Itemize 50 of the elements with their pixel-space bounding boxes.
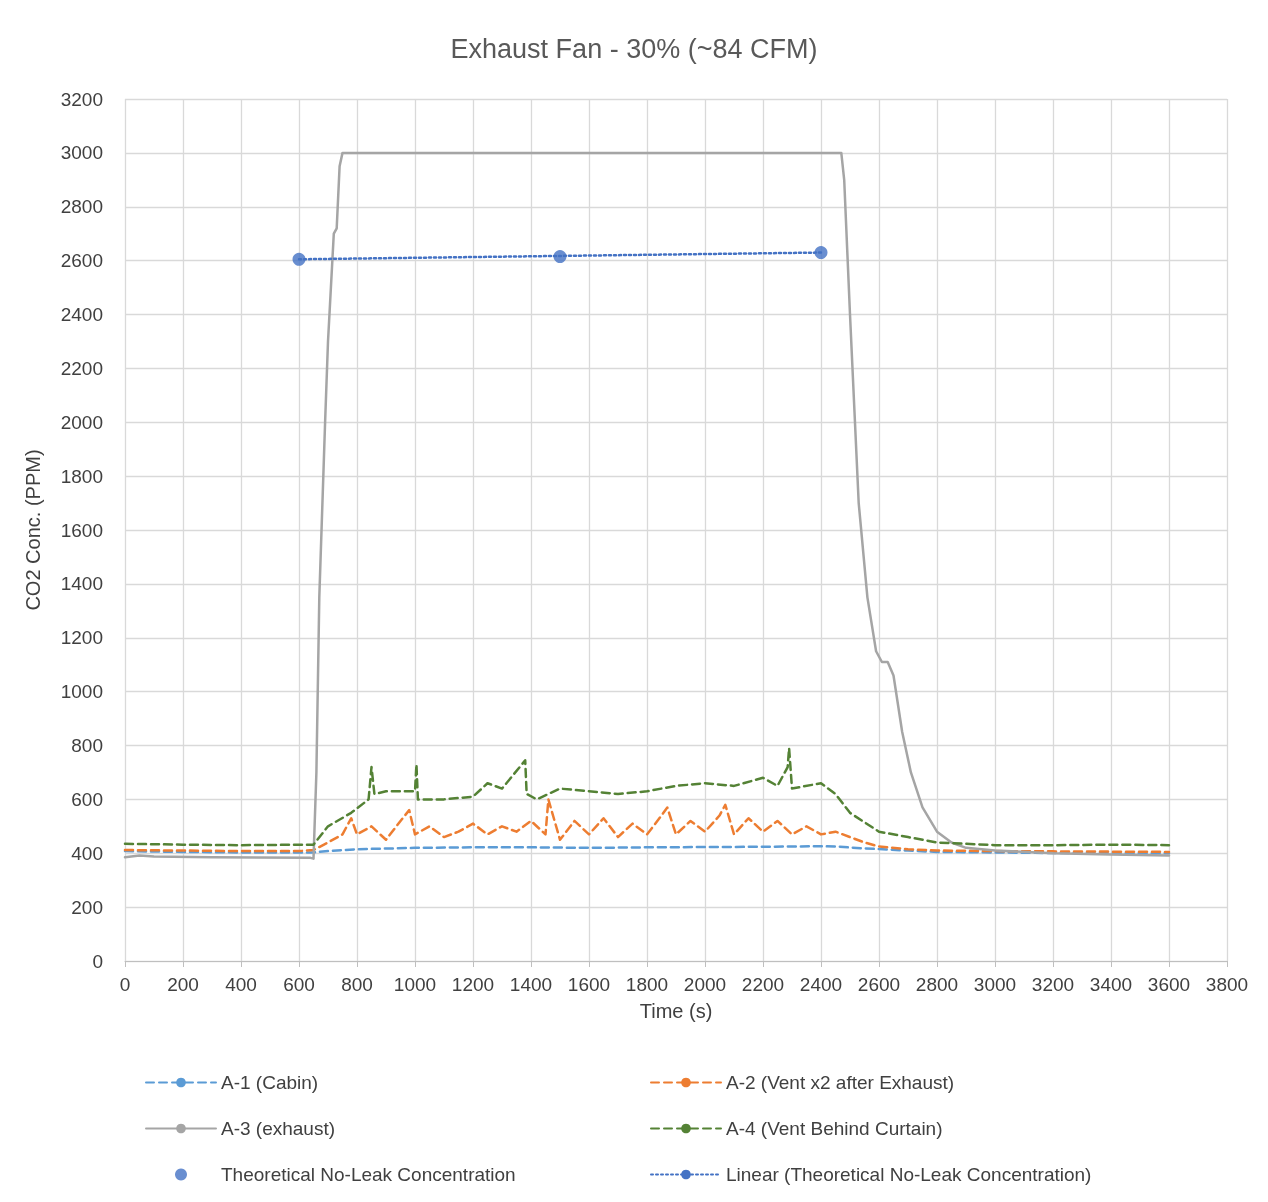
x-tick-label: 3800: [1205, 974, 1249, 995]
y-axis-title: CO2 Conc. (PPM): [22, 449, 44, 611]
y-tick-label: 800: [71, 735, 103, 756]
line-series: [123, 746, 1171, 847]
x-tick-label: 0: [119, 974, 131, 995]
x-tick-label: 2200: [741, 974, 785, 995]
x-tick-label: 2800: [915, 974, 959, 995]
y-tick-label: 3000: [60, 142, 103, 164]
x-tick-label: 600: [283, 974, 315, 995]
y-tick-label: 1200: [60, 627, 103, 649]
chart-title: Exhaust Fan - 30% (~84 CFM): [450, 33, 818, 64]
x-tick-label: 3200: [1031, 974, 1075, 995]
y-tick-label: 400: [71, 842, 103, 864]
x-tick-label: 1000: [393, 974, 437, 995]
y-tick-label: 1000: [60, 681, 103, 703]
y-tick-label: 1600: [60, 519, 103, 541]
y-tick-label: 2000: [60, 411, 103, 433]
y-tick-label: 2800: [60, 196, 103, 218]
legend-label: Linear (Theoretical No-Leak Concentration): [726, 1164, 1092, 1185]
legend-label: A-1 (Cabin): [221, 1072, 319, 1093]
x-tick-label: 1400: [509, 974, 553, 995]
y-tick-label: 2600: [60, 250, 103, 272]
line-series: [123, 798, 1171, 854]
line-series: [123, 845, 1171, 855]
x-tick-label: 2600: [857, 974, 901, 995]
legend-label: A-4 (Vent Behind Curtain): [726, 1118, 943, 1139]
x-tick-label: 3000: [973, 974, 1017, 995]
x-tick-label: 3600: [1147, 974, 1191, 995]
line-series: [123, 151, 1171, 860]
y-tick-label: 2200: [60, 357, 103, 379]
x-tick-label: 800: [341, 974, 373, 995]
legend-label: Theoretical No-Leak Concentration: [221, 1164, 516, 1185]
x-tick-label: 2400: [799, 974, 843, 995]
y-tick-label: 600: [71, 788, 103, 810]
x-tick-label: 1200: [451, 974, 495, 995]
y-tick-label: 200: [71, 896, 103, 918]
x-tick-label: 400: [225, 974, 257, 995]
x-tick-label: 3400: [1089, 974, 1133, 995]
y-tick-label: 1400: [60, 573, 103, 595]
y-tick-label: 2400: [60, 304, 103, 325]
y-tick-label: 3200: [60, 88, 103, 110]
y-tick-label: 1800: [60, 465, 103, 487]
x-axis-title: Time (s): [639, 1000, 713, 1022]
x-tick-label: 1800: [625, 974, 669, 995]
x-tick-label: 1600: [567, 974, 611, 995]
legend-label: A-2 (Vent x2 after Exhaust): [726, 1072, 955, 1093]
y-tick-label: 0: [92, 950, 103, 972]
legend-label: A-3 (exhaust): [221, 1118, 336, 1139]
x-tick-label: 200: [167, 974, 199, 995]
x-tick-label: 2000: [683, 974, 727, 995]
